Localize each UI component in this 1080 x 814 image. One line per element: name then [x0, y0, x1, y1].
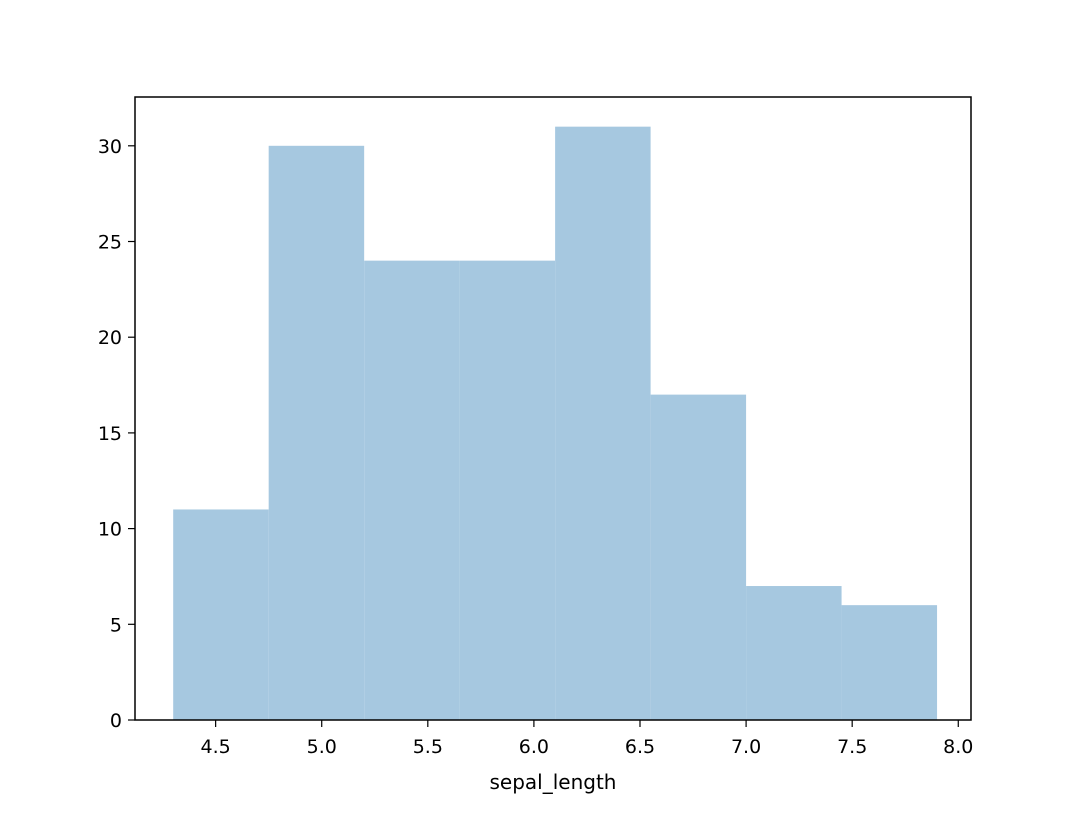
- bars-group: [173, 126, 938, 720]
- y-axis-ticks: 0 5 10 15 20 25 30: [98, 136, 135, 732]
- x-axis-ticks: 4.5 5.0 5.5 6.0 6.5 7.0 7.5 8.0: [201, 720, 973, 758]
- x-tick-label: 7.0: [731, 736, 761, 758]
- x-tick-label: 5.0: [307, 736, 337, 758]
- x-tick-label: 6.5: [625, 736, 655, 758]
- axes-frame: [134, 96, 972, 721]
- x-tick-label: 5.5: [413, 736, 443, 758]
- y-tick-label: 25: [98, 232, 122, 254]
- y-tick-label: 5: [110, 614, 122, 636]
- x-axis-label: sepal_length: [490, 770, 617, 794]
- y-tick-label: 20: [98, 327, 122, 349]
- histogram-bar: [364, 260, 460, 720]
- histogram-bar: [268, 145, 365, 720]
- x-tick-label: 7.5: [837, 736, 867, 758]
- x-tick-label: 4.5: [201, 736, 231, 758]
- y-tick-label: 0: [110, 710, 122, 732]
- y-tick-label: 30: [98, 136, 122, 158]
- y-tick-label: 10: [98, 519, 122, 541]
- histogram-bar: [650, 394, 747, 720]
- histogram-bar: [841, 605, 938, 720]
- x-tick-label: 6.0: [519, 736, 549, 758]
- histogram-bar: [746, 586, 842, 720]
- x-tick-label: 8.0: [943, 736, 973, 758]
- histogram-bar: [173, 509, 269, 720]
- histogram-bar: [459, 260, 556, 720]
- y-tick-label: 15: [98, 423, 122, 445]
- histogram-bar: [555, 126, 651, 720]
